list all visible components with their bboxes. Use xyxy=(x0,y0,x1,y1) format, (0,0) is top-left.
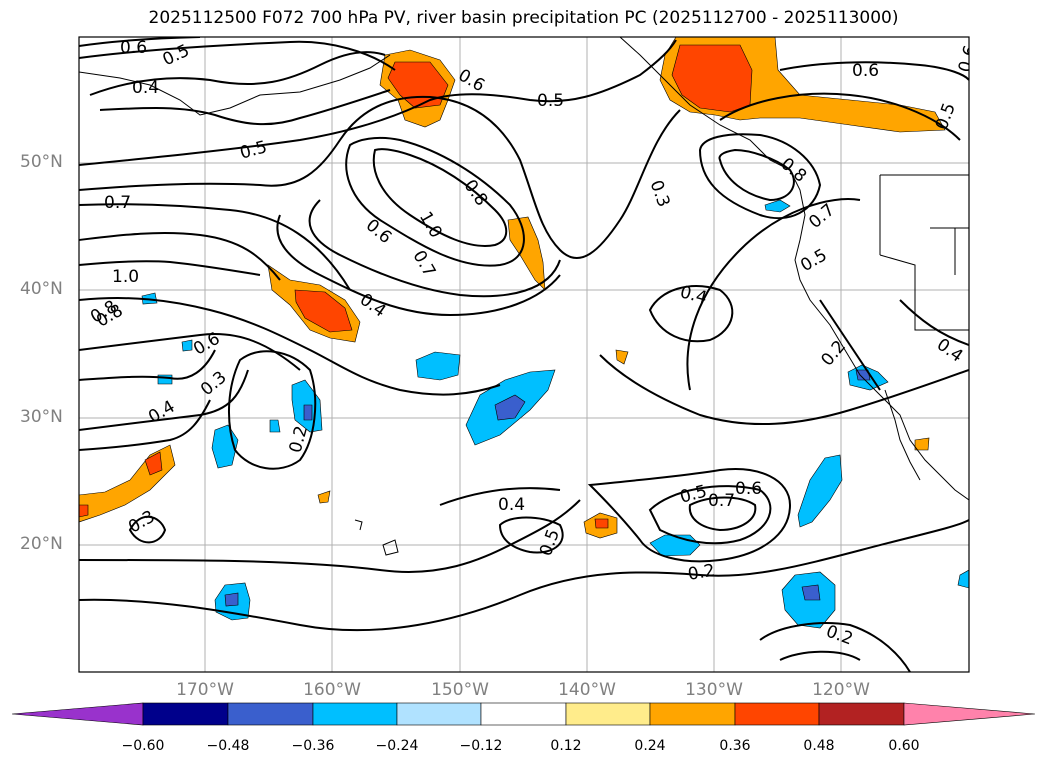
lon-label: 140°W xyxy=(558,680,616,700)
contour-label: 0.6 xyxy=(120,38,147,58)
colorbar-tick: 0.48 xyxy=(803,738,835,754)
colorbar-swatch xyxy=(227,702,314,726)
colorbar-tick: −0.12 xyxy=(459,738,503,754)
lon-label: 120°W xyxy=(812,680,870,700)
colorbar-tick: 0.24 xyxy=(634,738,666,754)
colorbar xyxy=(11,702,1036,726)
map-frame xyxy=(78,36,970,673)
lat-label: 40°N xyxy=(20,279,63,299)
colorbar-swatch xyxy=(734,702,820,726)
contour-label: 0.7 xyxy=(708,491,735,511)
colorbar-swatch xyxy=(11,702,144,726)
colorbar-tick: 0.60 xyxy=(888,738,920,754)
contour-label: 0.4 xyxy=(132,78,159,98)
colorbar-tick: −0.24 xyxy=(375,738,419,754)
gridlines xyxy=(79,37,969,672)
contour-label: 1.0 xyxy=(112,267,139,287)
contour-label: 0.2 xyxy=(686,561,716,585)
chart-title: 2025112500 F072 700 hPa PV, river basin … xyxy=(148,8,899,28)
lon-label: 160°W xyxy=(303,680,361,700)
colorbar-tick: −0.36 xyxy=(291,738,335,754)
contour-label: 0.7 xyxy=(104,193,131,213)
lon-label: 170°W xyxy=(176,680,234,700)
coastline xyxy=(79,37,969,556)
colorbar-swatch xyxy=(649,702,736,726)
colorbar-swatch xyxy=(312,702,398,726)
pv-contours xyxy=(79,37,969,672)
lon-label: 150°W xyxy=(431,680,489,700)
lat-label: 30°N xyxy=(20,407,63,427)
colorbar-tick: 0.36 xyxy=(719,738,751,754)
lon-label: 130°W xyxy=(685,680,743,700)
contour-label: 0.6 xyxy=(735,479,762,499)
colorbar-swatch xyxy=(142,702,229,726)
colorbar-swatch xyxy=(480,702,567,726)
colorbar-tick: −0.60 xyxy=(121,738,165,754)
colorbar-tick: 0.12 xyxy=(550,738,582,754)
lat-label: 50°N xyxy=(20,152,63,172)
contour-label: 0.4 xyxy=(498,495,525,515)
colorbar-swatch xyxy=(903,702,1036,726)
colorbar-tick: −0.48 xyxy=(206,738,250,754)
colorbar-swatch xyxy=(396,702,482,726)
precip-fill-positive xyxy=(79,37,946,539)
colorbar-swatch xyxy=(565,702,651,726)
lat-label: 20°N xyxy=(20,534,63,554)
contour-label: 0.6 xyxy=(852,61,879,81)
colorbar-swatch xyxy=(818,702,905,726)
contour-label: 0.5 xyxy=(537,91,564,111)
